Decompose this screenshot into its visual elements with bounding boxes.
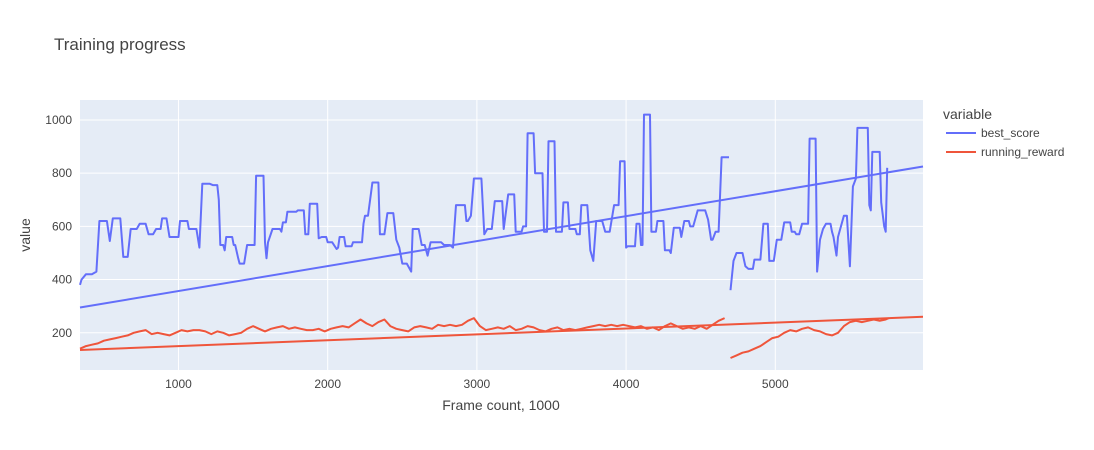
trendline-running-reward bbox=[79, 315, 924, 351]
y-tick-label: 1000 bbox=[45, 113, 72, 127]
x-tick-label: 3000 bbox=[464, 377, 491, 391]
series-line-best-score bbox=[729, 126, 889, 291]
y-axis-ticks: 200 400 600 800 1000 bbox=[45, 113, 72, 340]
y-axis-label: value bbox=[17, 218, 33, 252]
chart-title: Training progress bbox=[54, 35, 186, 54]
y-tick-label: 200 bbox=[52, 326, 72, 340]
legend-label-best-score: best_score bbox=[981, 126, 1040, 140]
x-tick-label: 5000 bbox=[762, 377, 789, 391]
x-axis-ticks: 1000 2000 3000 4000 5000 bbox=[165, 377, 789, 391]
series-lines bbox=[79, 113, 924, 359]
legend-item-best-score[interactable]: best_score bbox=[946, 126, 1040, 140]
x-tick-label: 4000 bbox=[613, 377, 640, 391]
series-line-running-reward bbox=[79, 317, 726, 350]
legend-label-running-reward: running_reward bbox=[981, 145, 1064, 159]
legend-title: variable bbox=[943, 106, 992, 122]
x-tick-label: 1000 bbox=[165, 377, 192, 391]
series-line-running-reward bbox=[730, 317, 890, 359]
legend-item-running-reward[interactable]: running_reward bbox=[946, 145, 1064, 159]
legend: variable best_score running_reward bbox=[943, 106, 1064, 159]
y-tick-label: 800 bbox=[52, 166, 72, 180]
x-tick-label: 2000 bbox=[314, 377, 341, 391]
y-tick-label: 400 bbox=[52, 273, 72, 287]
trendline-best-score bbox=[79, 165, 924, 309]
x-axis-label: Frame count, 1000 bbox=[442, 397, 560, 413]
y-tick-label: 600 bbox=[52, 219, 72, 233]
series-line-best-score bbox=[79, 113, 729, 286]
